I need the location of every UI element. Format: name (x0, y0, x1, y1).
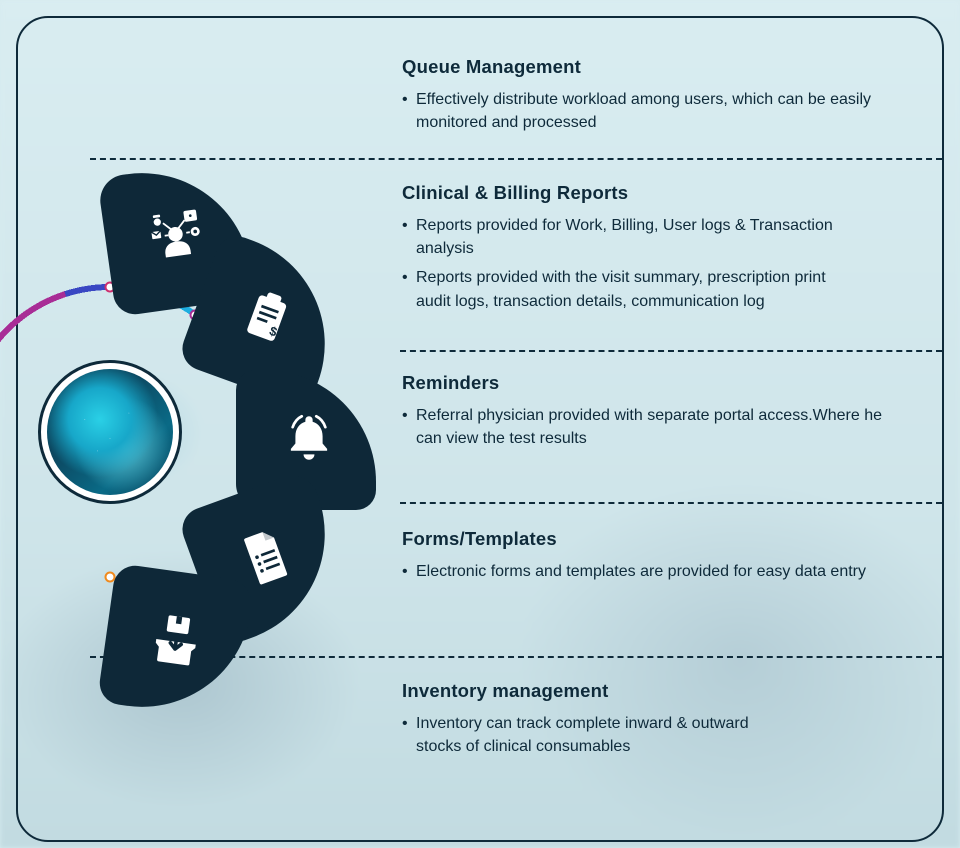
section-title: Inventory management (402, 680, 780, 702)
bullet-item: Effectively distribute workload among us… (402, 88, 900, 134)
section-forms: Forms/Templates Electronic forms and tem… (402, 528, 892, 589)
bullet-item: Electronic forms and templates are provi… (402, 560, 892, 583)
bullet-item: Reports provided for Work, Billing, User… (402, 214, 860, 260)
divider (400, 502, 942, 504)
section-bullets: Reports provided for Work, Billing, User… (402, 214, 860, 313)
section-queue: Queue Management Effectively distribute … (402, 56, 900, 140)
section-title: Reminders (402, 372, 906, 394)
divider (90, 158, 942, 160)
bell-icon (280, 409, 338, 472)
section-reminders: Reminders Referral physician provided wi… (402, 372, 906, 456)
divider (400, 350, 942, 352)
section-bullets: Electronic forms and templates are provi… (402, 560, 892, 583)
clipboard-billing-icon: $ (228, 280, 304, 359)
section-bullets: Inventory can track complete inward & ou… (402, 712, 780, 758)
section-bullets: Effectively distribute workload among us… (402, 88, 900, 134)
user-network-icon (143, 203, 209, 273)
inventory-box-icon (143, 607, 209, 677)
section-title: Clinical & Billing Reports (402, 182, 860, 204)
bullet-item: Reports provided with the visit summary,… (402, 266, 860, 312)
bullet-item: Inventory can track complete inward & ou… (402, 712, 780, 758)
section-bullets: Referral physician provided with separat… (402, 404, 906, 450)
section-title: Forms/Templates (402, 528, 892, 550)
section-title: Queue Management (402, 56, 900, 78)
section-inventory: Inventory management Inventory can track… (402, 680, 780, 764)
bullet-item: Referral physician provided with separat… (402, 404, 906, 450)
section-reports: Clinical & Billing Reports Reports provi… (402, 182, 860, 319)
